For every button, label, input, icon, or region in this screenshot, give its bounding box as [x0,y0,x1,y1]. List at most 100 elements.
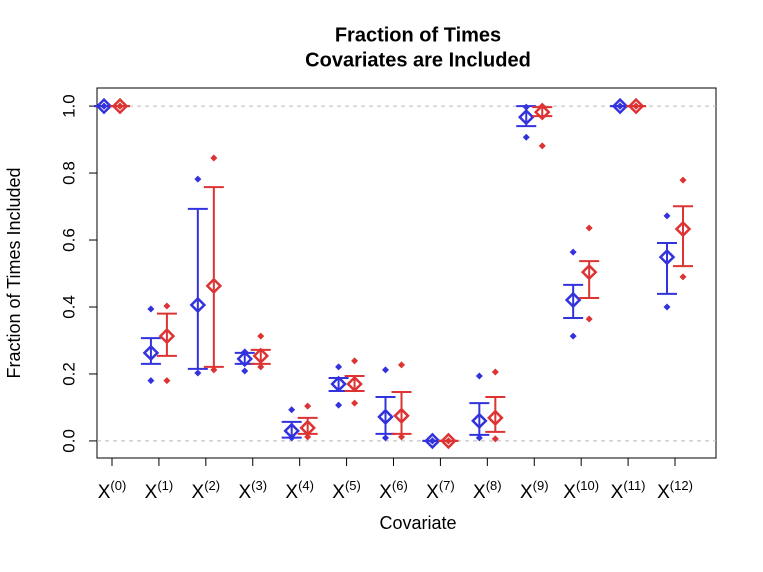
extreme-point [569,248,577,256]
y-tick-label: 0.2 [59,362,78,386]
extreme-point [335,401,343,409]
x-tick-label-sup: (4) [298,478,314,493]
plot-frame [96,87,717,459]
extreme-point [522,133,530,141]
extreme-point [585,224,593,232]
mean-point [533,103,551,121]
x-tick-label-base: X [285,482,298,503]
extreme-point [491,368,499,376]
extreme-point [288,406,296,414]
extreme-point [210,154,218,162]
y-tick-label: 0.6 [59,228,78,252]
x-tick-label-base: X [657,482,670,503]
extreme-point [679,273,687,281]
y-tick-label: 1.0 [59,94,78,118]
x-tick-label-base: X [563,482,576,503]
mean-point [658,248,676,266]
x-tick-label: X(2) [192,478,221,503]
extreme-point [257,363,265,371]
x-tick-label-base: X [98,482,111,503]
extreme-point [428,437,436,445]
extreme-point [194,175,202,183]
mean-point [95,97,113,115]
mean-point [440,432,457,450]
extreme-point [382,366,389,374]
x-axis-label: Covariate [379,513,456,533]
extreme-point [116,102,124,110]
extreme-point [663,303,671,311]
extreme-point [210,366,218,374]
extreme-point [632,102,640,110]
extreme-point [475,434,483,442]
x-tick-label-sup: (12) [670,478,693,493]
y-axis-label: Fraction of Times Included [4,167,24,378]
y-tick-label: 0.4 [59,295,78,319]
extreme-point [522,103,530,111]
extreme-point [538,142,546,150]
extreme-point [194,369,202,377]
chart-title: Fraction of Times [335,24,501,46]
x-tick-label-sup: (7) [439,478,455,493]
chart-title: Covariates are Included [305,49,531,71]
x-tick-label-sup: (10) [576,478,599,493]
extreme-point [679,176,687,184]
x-tick-label-base: X [238,482,251,503]
mean-point [158,327,176,345]
extreme-point [382,434,389,442]
x-tick-label-sup: (8) [486,478,502,493]
mean-point [346,375,363,393]
x-tick-label-base: X [426,482,439,503]
x-tick-label: X(10) [563,478,599,503]
mean-point [611,97,629,115]
extreme-point [585,315,593,323]
y-tick-label: 0.0 [59,429,78,453]
x-tick-label: X(8) [473,478,502,503]
extreme-point [163,377,171,385]
mean-point [377,408,394,426]
mean-point [283,422,300,440]
mean-point [393,407,410,425]
extreme-point [304,402,312,410]
x-tick-label: X(6) [379,478,408,503]
x-tick-label-sup: (9) [533,478,549,493]
mean-point [564,291,582,309]
mean-point [517,108,535,126]
x-tick-label-sup: (6) [392,478,408,493]
x-tick-label-sup: (3) [251,478,267,493]
x-tick-label: X(12) [657,478,693,503]
x-tick-label-sup: (11) [623,478,645,493]
extreme-point [257,332,265,340]
extreme-point [569,332,577,340]
x-tick-label-sup: (0) [110,478,126,493]
extreme-point [351,399,359,407]
x-tick-label-sup: (1) [157,478,173,493]
mean-point [205,277,223,295]
mean-point [111,97,129,115]
x-tick-label: X(9) [520,478,549,503]
y-tick-label: 0.8 [59,161,78,185]
mean-point [142,344,160,362]
x-tick-label-base: X [192,482,205,503]
x-tick-label-sup: (5) [345,478,361,493]
extreme-point [491,435,499,443]
extreme-point [444,437,452,445]
extreme-point [475,372,483,380]
mean-point [487,409,504,427]
x-tick-label-base: X [379,482,392,503]
x-tick-label-base: X [473,482,486,503]
extreme-point [147,305,155,313]
x-tick-label-base: X [145,482,158,503]
x-tick-label: X(4) [285,478,314,503]
x-tick-label: X(11) [611,478,646,503]
mean-point [580,263,598,281]
x-tick-label: X(0) [98,478,127,503]
extreme-point [163,302,171,310]
extreme-point [351,357,359,365]
extreme-point [304,433,312,441]
mean-point [236,350,254,368]
x-tick-label-base: X [332,482,345,503]
x-tick-label: X(5) [332,478,361,503]
mean-point [252,347,270,365]
mean-point [424,432,441,450]
